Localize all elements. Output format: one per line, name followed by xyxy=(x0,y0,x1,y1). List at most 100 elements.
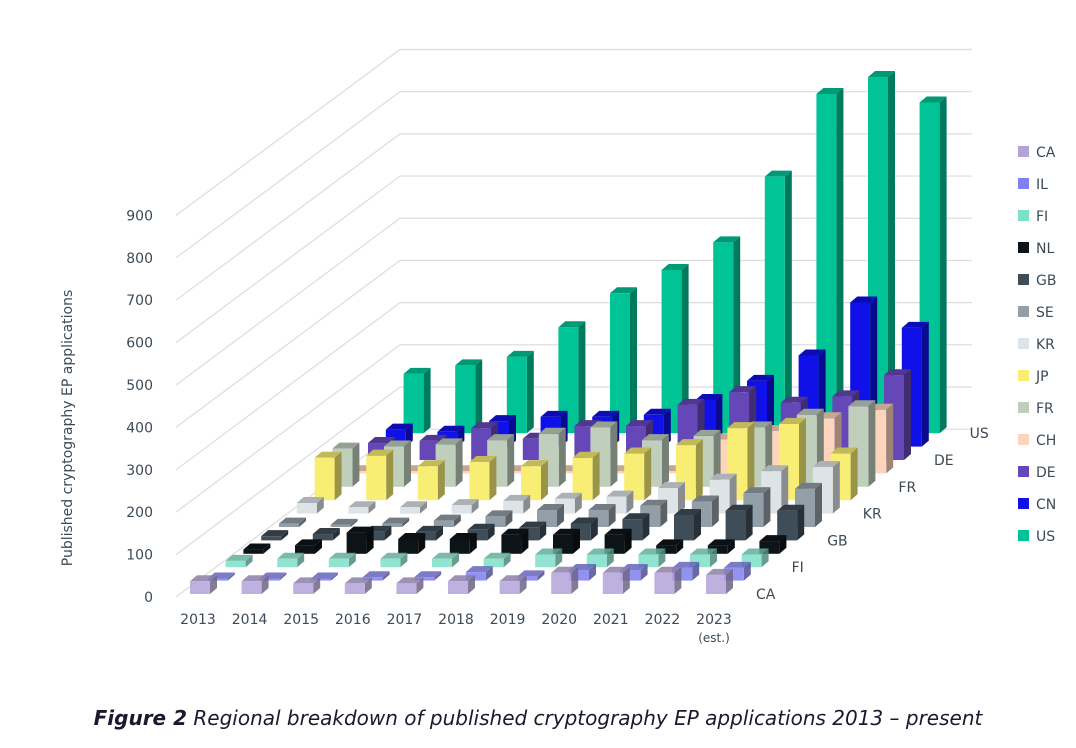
bar-side xyxy=(558,427,566,487)
bar-front xyxy=(674,514,694,541)
depth-tick-label: FI xyxy=(792,560,804,576)
bar-nl-2017 xyxy=(449,532,477,554)
bar-side xyxy=(382,571,390,581)
bar-side xyxy=(364,577,372,594)
bar-top xyxy=(832,390,860,397)
legend-swatch xyxy=(1018,242,1029,253)
bar-side xyxy=(455,438,463,487)
bar-top xyxy=(780,396,808,403)
bar-top xyxy=(741,548,769,555)
bar-side xyxy=(210,575,217,594)
bar-front xyxy=(416,531,436,541)
bar-top xyxy=(610,287,637,294)
bar-gb-2023 xyxy=(777,504,805,541)
bar-top xyxy=(626,420,653,427)
bar-front xyxy=(314,457,335,501)
bar-side xyxy=(815,482,822,527)
bar-side xyxy=(331,572,338,581)
bar-top xyxy=(293,577,321,584)
x-tick-part: 2016 xyxy=(335,612,371,628)
bar-side xyxy=(487,523,495,541)
bar-front xyxy=(432,558,452,568)
bar-front xyxy=(501,534,522,554)
bar-top xyxy=(693,429,721,436)
bar-top xyxy=(695,393,723,400)
bar-top xyxy=(396,577,424,584)
bar-side xyxy=(799,417,806,501)
bar-side xyxy=(784,170,792,434)
bar-fi-2015 xyxy=(328,552,356,568)
bar-side xyxy=(423,367,431,434)
bar-top xyxy=(743,487,771,494)
bar-side xyxy=(711,495,719,527)
bar-side xyxy=(437,460,445,501)
bar-side xyxy=(523,494,531,514)
bar-side xyxy=(660,499,668,527)
bar-front xyxy=(608,471,629,474)
bar-top xyxy=(553,528,580,535)
bar-top xyxy=(332,442,360,449)
bar-nl-2021 xyxy=(656,539,684,554)
x-tick-part: (est.) xyxy=(698,631,730,645)
y-tick-label: 0 xyxy=(144,590,153,606)
bar-side xyxy=(526,350,534,434)
bar-ca-2016 xyxy=(344,577,372,594)
x-tick-label: 2022 xyxy=(645,612,681,628)
bar-top xyxy=(796,408,824,415)
bar-side xyxy=(313,577,321,594)
bar-front xyxy=(396,583,417,594)
bar-top xyxy=(521,460,548,467)
bar-side xyxy=(555,548,563,568)
bar-side xyxy=(507,434,515,487)
bar-front xyxy=(467,529,488,541)
bar-side xyxy=(557,504,564,527)
bar-front xyxy=(471,428,492,460)
bar-ca-2013 xyxy=(190,575,217,594)
depth-axis-ticks: CA FI GB KR FR DE US xyxy=(756,426,989,603)
bar-front xyxy=(558,327,579,434)
bar-top xyxy=(538,427,566,434)
bar-top xyxy=(812,460,840,467)
bar-top xyxy=(279,517,306,524)
bar-front xyxy=(572,457,593,501)
bar-side xyxy=(733,236,741,434)
bar-top xyxy=(366,449,394,456)
bar-front xyxy=(433,520,454,527)
gridline-side xyxy=(175,49,401,216)
bar-front xyxy=(401,471,422,474)
bar-top xyxy=(419,434,447,441)
bar-front xyxy=(656,545,677,554)
bars xyxy=(190,71,947,594)
bar-top xyxy=(675,439,703,446)
bar-side xyxy=(868,400,876,487)
bar-fi-2013 xyxy=(225,554,253,568)
bar-front xyxy=(506,356,527,434)
bar-top xyxy=(640,499,668,506)
x-tick-part: 2014 xyxy=(232,612,268,628)
bar-top xyxy=(558,321,586,328)
bar-side xyxy=(261,575,269,594)
bar-front xyxy=(706,574,726,594)
bar-front xyxy=(449,538,470,554)
bar-front xyxy=(259,578,280,581)
bar-top xyxy=(348,501,376,508)
legend-label: CA xyxy=(1036,145,1056,161)
bar-top xyxy=(677,398,705,405)
bar-gb-2017 xyxy=(467,523,495,541)
bar-top xyxy=(435,438,463,445)
gridline-side xyxy=(175,133,401,301)
gridline-side xyxy=(175,386,401,556)
bar-side xyxy=(227,572,235,581)
bar-top xyxy=(467,523,495,530)
bar-side xyxy=(729,473,737,514)
bar-front xyxy=(350,471,371,474)
bar-front xyxy=(364,531,385,541)
bar-top xyxy=(433,514,461,521)
bar-nl-2013 xyxy=(243,543,271,554)
bar-top xyxy=(884,369,911,376)
bar-top xyxy=(403,367,431,374)
bar-front xyxy=(296,503,317,514)
bar-top xyxy=(759,535,787,542)
bar-fi-2018 xyxy=(483,552,511,568)
legend-label: NL xyxy=(1036,241,1054,257)
